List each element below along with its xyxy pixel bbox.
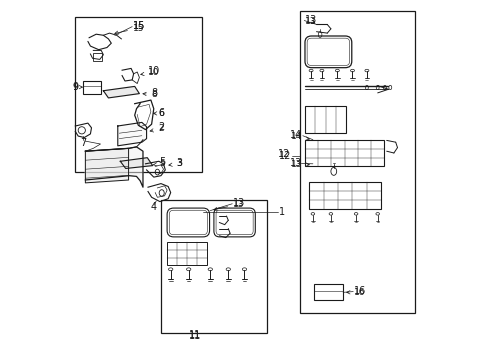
Polygon shape (85, 148, 128, 183)
Text: 3: 3 (168, 159, 182, 168)
Bar (92, 53, 102, 61)
Text: 13: 13 (290, 160, 309, 168)
Bar (83, 81, 101, 94)
Text: 15: 15 (115, 24, 144, 34)
Text: 15: 15 (133, 21, 145, 31)
Text: 16: 16 (353, 286, 366, 296)
Text: 14: 14 (289, 130, 302, 140)
Polygon shape (120, 158, 152, 168)
Text: 11: 11 (188, 331, 201, 341)
Text: 1: 1 (278, 207, 284, 217)
Text: 3: 3 (176, 158, 182, 168)
Text: 14: 14 (290, 132, 309, 141)
Bar (305, 106, 346, 133)
Polygon shape (118, 122, 146, 146)
Text: 8: 8 (142, 90, 157, 99)
Text: 6: 6 (158, 108, 164, 118)
Text: 9: 9 (72, 82, 78, 92)
Text: 5: 5 (153, 159, 164, 168)
Text: 12: 12 (278, 149, 290, 159)
Bar (300, 11, 415, 313)
Text: 13: 13 (305, 17, 316, 26)
Bar (305, 140, 384, 166)
Bar (167, 242, 206, 265)
Text: 10: 10 (141, 68, 159, 77)
Bar (313, 284, 343, 300)
Text: 13: 13 (232, 198, 244, 208)
Text: 9: 9 (72, 83, 82, 92)
Text: 15: 15 (133, 21, 145, 31)
Polygon shape (85, 147, 142, 187)
Text: 6: 6 (153, 109, 163, 118)
Text: 13: 13 (289, 158, 302, 168)
Text: 12: 12 (278, 150, 291, 161)
Bar (309, 182, 381, 209)
Text: 16: 16 (346, 288, 365, 297)
Text: 2: 2 (158, 122, 164, 132)
Text: 5: 5 (159, 157, 165, 167)
Text: 4: 4 (150, 202, 157, 212)
Text: 8: 8 (151, 88, 158, 98)
Polygon shape (103, 86, 139, 98)
Bar (161, 200, 266, 333)
Text: 7: 7 (80, 138, 86, 148)
Text: 13: 13 (305, 15, 317, 25)
Text: 2: 2 (150, 125, 163, 134)
Text: 11: 11 (188, 330, 201, 340)
Text: 10: 10 (148, 66, 160, 76)
Bar (75, 17, 202, 172)
Text: 13: 13 (213, 199, 244, 211)
